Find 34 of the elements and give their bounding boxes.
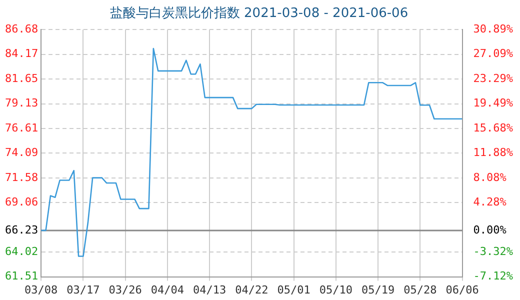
y2-tick-label: 30.89% (473, 22, 514, 36)
y-tick-label: 69.06 (4, 196, 38, 209)
y-tick-label: 79.13 (4, 96, 38, 110)
y-tick-label: 84.17 (4, 47, 38, 60)
x-tick-label: 03/17 (66, 283, 100, 296)
y-tick-label: 86.68 (4, 22, 38, 36)
y2-tick-label: -7.12% (473, 270, 514, 283)
x-tick-label: 05/10 (319, 283, 352, 296)
y-tick-label: 71.58 (4, 170, 38, 184)
x-tick-label: 04/13 (193, 283, 226, 296)
y2-tick-label: 27.09% (473, 47, 514, 60)
y2-tick-label: 8.08% (473, 170, 507, 184)
x-tick-label: 05/28 (404, 283, 437, 296)
y-tick-label: 64.02 (4, 245, 38, 258)
y2-tick-label: 19.49% (473, 96, 514, 110)
x-tick-label: 06/06 (446, 283, 479, 296)
y-tick-label: 81.65 (4, 72, 38, 85)
y-tick-label: 61.51 (4, 270, 38, 283)
y2-tick-label: 0.00% (473, 223, 507, 236)
y2-tick-label: 15.68% (473, 121, 514, 134)
chart-title: 盐酸与白炭黑比价指数 2021-03-08 - 2021-06-06 (110, 6, 408, 22)
y2-tick-label: 4.28% (473, 196, 507, 209)
y2-tick-label: 11.88% (473, 146, 514, 160)
x-tick-label: 03/26 (108, 283, 142, 296)
y2-tick-label: 23.29% (473, 72, 514, 85)
y-tick-label: 76.61 (4, 121, 38, 134)
y-tick-label: 66.23 (4, 223, 38, 236)
x-tick-label: 05/19 (361, 283, 395, 296)
y-tick-label: 74.09 (4, 146, 38, 160)
x-tick-label: 05/01 (277, 283, 310, 296)
x-tick-label: 03/08 (24, 283, 58, 296)
x-tick-label: 04/22 (235, 283, 268, 296)
x-tick-label: 04/04 (150, 283, 184, 296)
y2-tick-label: -3.32% (473, 244, 514, 258)
